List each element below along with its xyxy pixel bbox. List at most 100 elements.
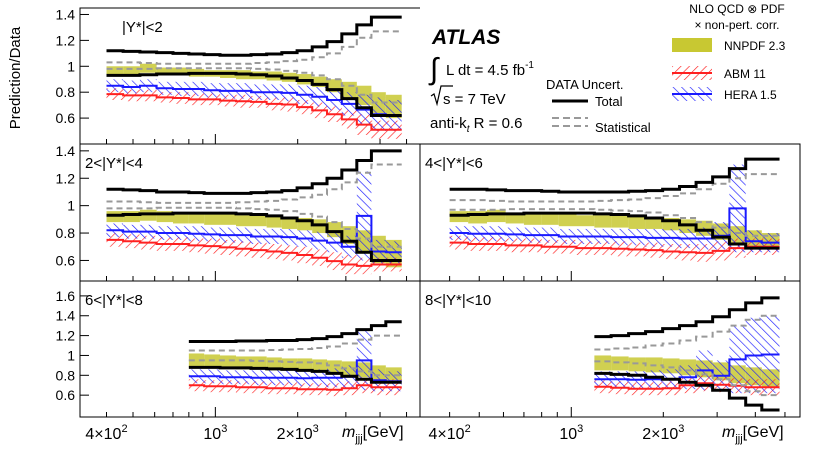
panel-y0: 0.6 0.8 1 1.2 1.4 |Y*|<2 (56, 6, 420, 145)
energy-text: s = 7 TeV (443, 91, 506, 108)
x-axis-title-main: m (722, 424, 735, 441)
hera-central-line (188, 359, 402, 383)
nnpdf-band (123, 211, 140, 223)
x-tick-base: 10 (203, 426, 221, 443)
plot-area (188, 320, 402, 397)
nnpdf-band (505, 212, 524, 224)
nnpdf-band (172, 67, 189, 76)
abm-central-line (106, 238, 402, 267)
luminosity-text: L dt = 4.5 fb-1 (446, 60, 534, 79)
nnpdf-band (645, 216, 663, 229)
y-tick-label: 1.4 (56, 308, 76, 324)
atlas-label: ATLAS (431, 26, 500, 49)
x-tick-base: 4×10 (85, 426, 121, 443)
x-tick-base: 10 (559, 426, 577, 443)
nnpdf-band (558, 213, 577, 227)
nnpdf-band (251, 215, 267, 227)
y-tick-label: 1 (67, 58, 75, 74)
total-uncert-upper (106, 15, 402, 57)
panel-label: 2<|Y*|<4 (85, 155, 143, 172)
x-tick-base: 2×10 (642, 426, 678, 443)
panel-label: |Y*|<2 (122, 19, 163, 36)
stat-uncert-upper (594, 314, 780, 351)
x-tick-base: 2×10 (277, 426, 313, 443)
legend-stat-label: Statistical (595, 120, 651, 135)
abm-central-line (106, 93, 402, 131)
nnpdf-band (628, 216, 646, 229)
y-tick-label: 0.6 (56, 252, 76, 268)
x-axis-title-sub: jjj (734, 433, 742, 445)
stat-uncert-lower (594, 360, 780, 397)
y-tick-label: 0.8 (56, 367, 76, 383)
stat-uncert-lower (106, 67, 402, 104)
abm-central-line (188, 384, 402, 391)
stat-uncert-upper (188, 334, 402, 352)
abm-central-line (449, 241, 780, 254)
nnpdf-band (611, 356, 629, 371)
stat-uncert-lower (106, 206, 402, 248)
x-tick-label: 103 (559, 423, 583, 443)
nnpdf-band (106, 66, 124, 75)
x-tick-exp: 2 (121, 423, 127, 435)
nnpdf-band (541, 213, 559, 225)
y-tick-label: 1.2 (56, 32, 76, 48)
stat-uncert-upper (106, 30, 402, 65)
panel-y1: 0.6 0.8 1 1.2 1.4 2<|Y*|<4 (56, 143, 421, 282)
nnpdf-band (312, 76, 328, 88)
x-axis-title-sub: jjj (354, 433, 362, 445)
plot-area (594, 296, 780, 412)
nnpdf-band (486, 209, 506, 223)
x-axis-title-unit: [GeV] (363, 424, 404, 441)
antikt-text: anti-kt R = 0.6 (430, 115, 522, 135)
nnpdf-band (594, 215, 612, 228)
nnpdf-band (204, 213, 221, 225)
legend-nnpdf-label: NNPDF 2.3 (724, 39, 786, 53)
data-uncert-legend: DATA Uncert. Total Statistical (546, 77, 651, 135)
atlas-info: ATLAS ∫ L dt = 4.5 fb-1 s = 7 TeV anti-k… (428, 26, 534, 135)
nnpdf-band (281, 216, 298, 229)
nnpdf-band (172, 212, 189, 224)
antikt-radius: R = 0.6 (469, 115, 522, 132)
nnpdf-band (281, 358, 298, 371)
panel-label: 4<|Y*|<6 (425, 155, 483, 172)
nnpdf-band (156, 211, 173, 223)
nnpdf-band (523, 212, 542, 225)
nnpdf-band (123, 66, 140, 75)
x-tick-exp: 3 (221, 423, 227, 435)
stat-uncert-lower (188, 359, 402, 377)
legend-hera-label: HERA 1.5 (724, 88, 777, 102)
y-tick-label: 0.8 (56, 225, 76, 241)
nnpdf-band (220, 213, 237, 225)
nnpdf-band (251, 356, 267, 370)
x-tick-label: 2×103 (277, 423, 319, 443)
panel-y2: 4<|Y*|<6 (419, 143, 801, 282)
total-uncert-upper (449, 157, 780, 194)
x-tick-exp: 3 (678, 423, 684, 435)
plot-area (106, 15, 402, 139)
panel-y3: 0.6 0.8 1 1.2 1.4 1.6 6<|Y*|<8 (56, 280, 421, 418)
total-uncert-upper (594, 296, 780, 339)
nnpdf-band (236, 215, 252, 227)
legend-total-label: Total (595, 94, 623, 109)
y-tick-label: 0.6 (56, 387, 76, 403)
nnpdf-band (156, 67, 173, 75)
x-tick-exp: 3 (577, 423, 583, 435)
nnpdf-band (468, 211, 487, 224)
total-uncert-lower (449, 211, 780, 250)
stat-uncert-upper (449, 173, 780, 203)
x-tick-label: 4×102 (429, 423, 471, 443)
pdf-legend-header-2: × non-pert. corr. (694, 18, 779, 32)
total-uncert-upper (188, 320, 402, 344)
y-tick-label: 1.2 (56, 328, 76, 344)
plot-area (106, 149, 402, 275)
sqrt-sign (430, 85, 453, 107)
x-tick-exp: 3 (313, 423, 319, 435)
antikt-sub: t (467, 124, 471, 135)
panel-frame (419, 280, 801, 418)
legend-nnpdf-swatch (672, 38, 712, 52)
y-tick-label: 0.8 (56, 84, 76, 100)
x-tick-label: 4×102 (85, 423, 127, 443)
x-axis-title-main: m (342, 424, 355, 441)
pdf-legend: NLO QCD ⊗ PDF × non-pert. corr. NNPDF 2.… (672, 2, 786, 102)
total-uncert-lower (106, 211, 402, 262)
